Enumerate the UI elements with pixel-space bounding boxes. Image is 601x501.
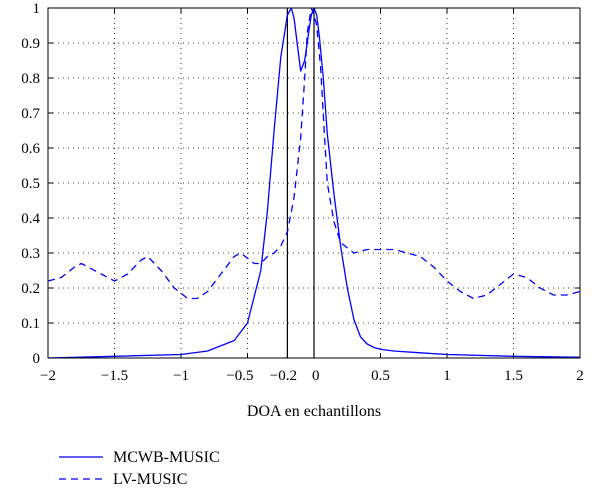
y-tick-label: 0: [33, 351, 41, 367]
x-tick-label: −1: [173, 368, 189, 384]
y-tick-label: 1: [33, 1, 41, 17]
x-tick-label: 1: [443, 368, 451, 384]
x-tick-label: −0.2: [270, 368, 297, 384]
x-tick-label: 2: [576, 368, 584, 384]
x-tick-label: 1.5: [504, 368, 523, 384]
x-tick-label: −0.5: [226, 368, 253, 384]
legend-label: LV-MUSIC: [113, 471, 187, 488]
y-tick-label: 0.9: [21, 36, 40, 52]
tick-labels: −2 −1.5 −1 −0.5 −0.2 0 0.5 1 1.5 2 0 0.1 0.2 0.3 0.4 0.…: [21, 1, 584, 384]
y-tick-label: 0.6: [21, 141, 40, 157]
x-tick-label: −1.5: [101, 368, 128, 384]
x-axis-label: DOA en echantillons: [247, 403, 381, 420]
x-tick-label: 0: [312, 368, 320, 384]
x-tick-label: 0.5: [371, 368, 390, 384]
y-tick-label: 0.5: [21, 176, 40, 192]
y-tick-label: 0.1: [21, 316, 40, 332]
y-tick-label: 0.3: [21, 246, 40, 262]
series-line-lv-music: [47, 7, 581, 300]
series-layer: [47, 7, 581, 359]
legend-label: MCWB-MUSIC: [113, 449, 220, 466]
y-tick-label: 0.7: [21, 106, 40, 122]
y-tick-label: 0.2: [21, 281, 40, 297]
x-tick-label: −2: [40, 368, 56, 384]
reference-lines: [286, 8, 315, 358]
y-tick-label: 0.4: [21, 211, 40, 227]
ticks: [47, 7, 581, 359]
legend: MCWB-MUSIC LV-MUSIC: [59, 449, 220, 488]
y-tick-label: 0.8: [21, 71, 40, 87]
